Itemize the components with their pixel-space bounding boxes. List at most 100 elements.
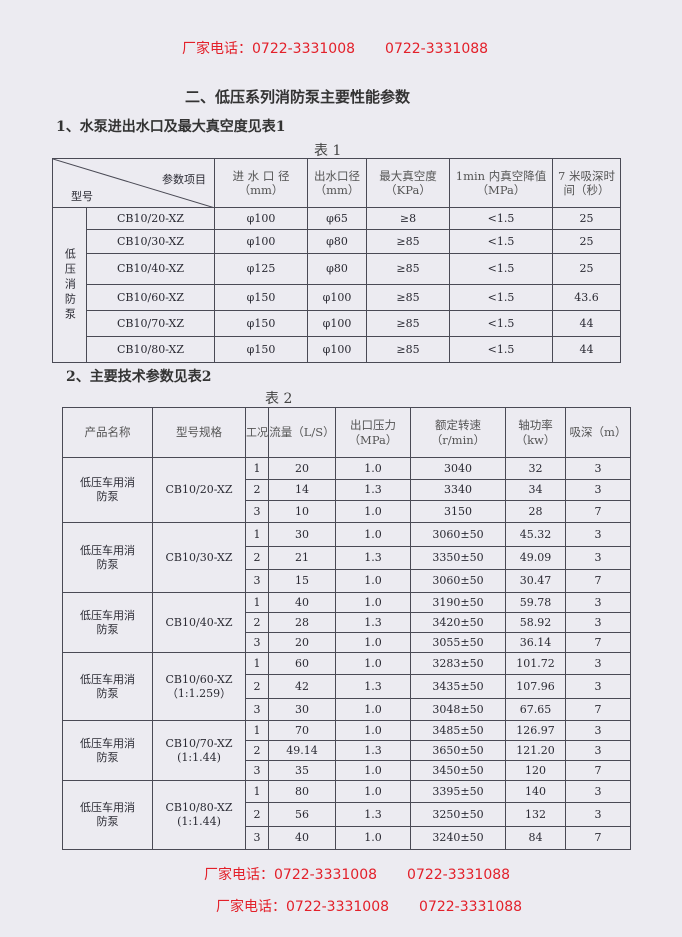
- value-cell: 140: [505, 780, 566, 803]
- watermark: 厂家电话：0722-3331008 0722-3331088: [182, 40, 488, 58]
- value-cell: 32: [505, 457, 566, 480]
- value-cell: <1.5: [449, 336, 553, 363]
- value-cell: 44: [552, 310, 621, 337]
- value-cell: 1.0: [335, 652, 411, 675]
- watermark-phone-1: 厂家电话：0722-3331008: [216, 899, 390, 915]
- product-name-cell: 低压车用消防泵: [62, 720, 153, 781]
- value-cell: 3435±50: [410, 674, 506, 699]
- value-cell: 3: [245, 698, 269, 721]
- table-row: 3 40 1.0 3240±50 84 7: [63, 826, 631, 850]
- value-cell: <1.5: [449, 253, 553, 285]
- table-row: 低压车用消防泵 CB10/20-XZ 1 20 1.0 3040 32 3: [62, 457, 631, 523]
- header-cell: 额定转速（r/min）: [410, 407, 506, 458]
- value-cell: 44: [552, 336, 621, 363]
- value-cell: ≥85: [366, 336, 450, 363]
- value-cell: 25: [552, 207, 621, 230]
- value-cell: 1: [245, 522, 269, 547]
- value-cell: <1.5: [449, 284, 553, 311]
- product-name-cell: 低压车用消防泵: [62, 457, 153, 523]
- value-cell: φ65: [307, 207, 367, 230]
- value-cell: 43.6: [552, 284, 621, 311]
- model-cell: CB10/30-XZ: [86, 229, 215, 254]
- value-cell: 3485±50: [410, 720, 506, 741]
- value-cell: 36.14: [505, 632, 566, 653]
- value-cell: 3: [565, 612, 631, 633]
- model-cell: CB10/60-XZ（1:1.259）: [152, 652, 246, 721]
- model-cell: CB10/60-XZ: [86, 284, 215, 311]
- value-cell: 1.0: [335, 698, 411, 721]
- value-cell: 1.0: [335, 522, 411, 547]
- value-cell: 3420±50: [410, 612, 506, 633]
- value-cell: 1.0: [335, 569, 411, 593]
- value-cell: 70: [268, 720, 336, 741]
- value-cell: 49.09: [505, 546, 566, 570]
- header-cell: 型号规格: [152, 407, 246, 458]
- table-row: CB10/40-XZ φ125 φ80 ≥85 <1.5 25: [53, 253, 621, 285]
- value-cell: 3060±50: [410, 569, 506, 593]
- value-cell: 40: [268, 592, 336, 613]
- table-1-caption: 表 1: [314, 143, 342, 159]
- value-cell: φ100: [214, 229, 308, 254]
- value-cell: 3: [245, 569, 269, 593]
- value-cell: 7: [565, 826, 631, 850]
- product-name-cell: 低压车用消防泵: [62, 592, 153, 653]
- value-cell: 3450±50: [410, 760, 506, 781]
- value-cell: φ100: [214, 207, 308, 230]
- value-cell: 3350±50: [410, 546, 506, 570]
- value-cell: 42: [268, 674, 336, 699]
- model-cell: CB10/40-XZ: [152, 592, 246, 653]
- product-name-cell: 低压车用消防泵: [62, 780, 153, 850]
- value-cell: 2: [245, 479, 269, 501]
- value-cell: φ150: [214, 310, 308, 337]
- watermark-phone-2: 0722-3331088: [419, 899, 523, 915]
- watermark-phone-2: 0722-3331088: [385, 41, 489, 57]
- header-cell: 流量（L/S）: [268, 407, 336, 458]
- product-name-cell: 低压车用消防泵: [62, 522, 153, 593]
- value-cell: 3: [245, 632, 269, 653]
- value-cell: 1.0: [335, 720, 411, 741]
- value-cell: 14: [268, 479, 336, 501]
- value-cell: <1.5: [449, 229, 553, 254]
- value-cell: 20: [268, 457, 336, 480]
- table-row: CB10/30-XZ φ100 φ80 ≥85 <1.5 25: [53, 229, 621, 254]
- model-cell: CB10/20-XZ: [152, 457, 246, 523]
- header-cell: 产品名称: [62, 407, 153, 458]
- value-cell: 1.3: [335, 546, 411, 570]
- value-cell: φ150: [214, 284, 308, 311]
- section-2-heading: 2、主要技术参数见表2: [66, 369, 212, 385]
- table-row: CB10/60-XZ φ150 φ100 ≥85 <1.5 43.6: [53, 284, 621, 311]
- table-row: 低压车用消防泵 CB10/70-XZ (1:1.44) 1 70 1.0 3485±50 1…: [62, 720, 631, 781]
- table-2-caption: 表 2: [265, 391, 293, 407]
- value-cell: 2: [245, 612, 269, 633]
- corner-top-label: 参数项目: [162, 173, 206, 186]
- value-cell: 3283±50: [410, 652, 506, 675]
- value-cell: 56: [268, 802, 336, 827]
- header-cell: 7 米吸深时间（秒）: [552, 158, 621, 208]
- model-cell: CB10/80-XZ (1:1.44): [152, 780, 246, 850]
- value-cell: 1.0: [335, 826, 411, 850]
- value-cell: 84: [505, 826, 566, 850]
- value-cell: ≥8: [366, 207, 450, 230]
- watermark: 厂家电话：0722-3331008 0722-3331088: [204, 866, 510, 884]
- table-row: CB10/70-XZ φ150 φ100 ≥85 <1.5 44: [53, 310, 621, 337]
- value-cell: 3: [565, 652, 631, 675]
- value-cell: 35: [268, 760, 336, 781]
- value-cell: 3048±50: [410, 698, 506, 721]
- value-cell: 2: [245, 802, 269, 827]
- table-row: 2 21 1.3 3350±50 49.09 3: [63, 546, 631, 570]
- model-cell: CB10/30-XZ: [152, 522, 246, 593]
- table-row: 2 56 1.3 3250±50 132 3: [63, 802, 631, 827]
- value-cell: 3250±50: [410, 802, 506, 827]
- value-cell: 3055±50: [410, 632, 506, 653]
- value-cell: 3060±50: [410, 522, 506, 547]
- value-cell: ≥85: [366, 310, 450, 337]
- value-cell: 1: [245, 457, 269, 480]
- value-cell: 3340: [410, 479, 506, 501]
- value-cell: 126.97: [505, 720, 566, 741]
- value-cell: 10: [268, 500, 336, 523]
- value-cell: 28: [505, 500, 566, 523]
- value-cell: 3: [245, 760, 269, 781]
- value-cell: 3: [565, 592, 631, 613]
- value-cell: 20: [268, 632, 336, 653]
- value-cell: 3: [245, 826, 269, 850]
